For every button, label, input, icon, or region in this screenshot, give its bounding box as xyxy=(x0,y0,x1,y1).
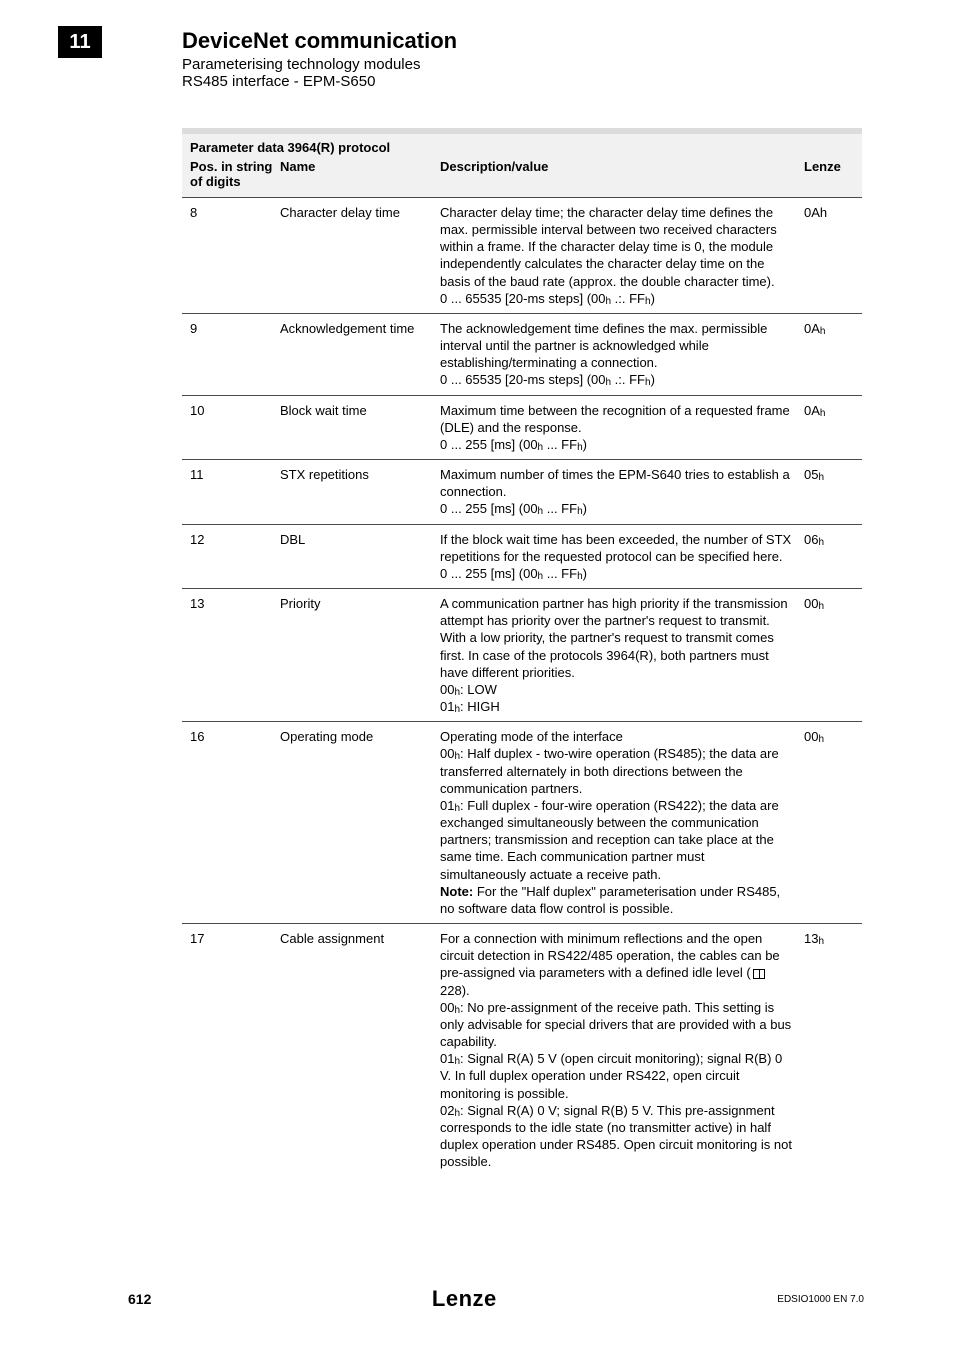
cell-pos: 13 xyxy=(190,595,280,715)
table-row: 8Character delay timeCharacter delay tim… xyxy=(182,198,862,314)
page-footer: 612 Lenze EDSIO1000 EN 7.0 xyxy=(0,1286,954,1312)
book-icon xyxy=(753,969,765,979)
cell-name: Acknowledgement time xyxy=(280,320,440,389)
header-subtitle-1: Parameterising technology modules xyxy=(182,56,864,73)
cell-desc: A communication partner has high priorit… xyxy=(440,595,804,715)
table-row: 17Cable assignmentFor a connection with … xyxy=(182,924,862,1176)
cell-pos: 8 xyxy=(190,204,280,307)
cell-name: STX repetitions xyxy=(280,466,440,518)
table-row: 11STX repetitionsMaximum number of times… xyxy=(182,460,862,525)
cell-pos: 9 xyxy=(190,320,280,389)
table-body: 8Character delay timeCharacter delay tim… xyxy=(182,198,862,1176)
cell-pos: 17 xyxy=(190,930,280,1170)
cell-pos: 16 xyxy=(190,728,280,917)
table-row: 9Acknowledgement timeThe acknowledgement… xyxy=(182,314,862,396)
cell-desc: For a connection with minimum reflection… xyxy=(440,930,804,1170)
cell-pos: 10 xyxy=(190,402,280,454)
cell-pos: 12 xyxy=(190,531,280,583)
col-header-lenze: Lenze xyxy=(804,159,854,189)
cell-name: DBL xyxy=(280,531,440,583)
table-row: 16Operating modeOperating mode of the in… xyxy=(182,722,862,924)
cell-name: Operating mode xyxy=(280,728,440,917)
table-row: 12DBLIf the block wait time has been exc… xyxy=(182,525,862,590)
table-row: 10Block wait timeMaximum time between th… xyxy=(182,396,862,461)
cell-name: Block wait time xyxy=(280,402,440,454)
table-row: 13PriorityA communication partner has hi… xyxy=(182,589,862,722)
cell-name: Priority xyxy=(280,595,440,715)
cell-lenze: 00h xyxy=(804,595,854,715)
cell-desc: Character delay time; the character dela… xyxy=(440,204,804,307)
cell-desc: Maximum time between the recognition of … xyxy=(440,402,804,454)
cell-lenze: 13h xyxy=(804,930,854,1170)
cell-name: Cable assignment xyxy=(280,930,440,1170)
cell-lenze: 06h xyxy=(804,531,854,583)
cell-desc: Operating mode of the interface00h: Half… xyxy=(440,728,804,917)
cell-lenze: 05h xyxy=(804,466,854,518)
cell-lenze: 0Ah xyxy=(804,402,854,454)
col-header-desc: Description/value xyxy=(440,159,804,189)
header-title: DeviceNet communication xyxy=(182,28,864,54)
chapter-number-badge: 11 xyxy=(58,26,102,58)
cell-name: Character delay time xyxy=(280,204,440,307)
cell-pos: 11 xyxy=(190,466,280,518)
cell-desc: The acknowledgement time defines the max… xyxy=(440,320,804,389)
table-title: Parameter data 3964(R) protocol xyxy=(182,134,862,157)
document-id: EDSIO1000 EN 7.0 xyxy=(777,1294,864,1305)
col-header-name: Name xyxy=(280,159,440,189)
col-header-pos: Pos. in string of digits xyxy=(190,159,280,189)
brand-logo: Lenze xyxy=(432,1286,497,1312)
page: 11 DeviceNet communication Parameterisin… xyxy=(0,0,954,1350)
cell-lenze: 00h xyxy=(804,728,854,917)
cell-desc: Maximum number of times the EPM-S640 tri… xyxy=(440,466,804,518)
cell-desc: If the block wait time has been exceeded… xyxy=(440,531,804,583)
parameter-table: Parameter data 3964(R) protocol Pos. in … xyxy=(182,128,862,1176)
page-number: 612 xyxy=(128,1291,151,1307)
header-subtitle-2: RS485 interface - EPM-S650 xyxy=(182,73,864,90)
cell-lenze: 0Ah xyxy=(804,320,854,389)
page-header: DeviceNet communication Parameterising t… xyxy=(182,28,864,90)
table-header-row: Pos. in string of digits Name Descriptio… xyxy=(182,157,862,198)
cell-lenze: 0Ah xyxy=(804,204,854,307)
